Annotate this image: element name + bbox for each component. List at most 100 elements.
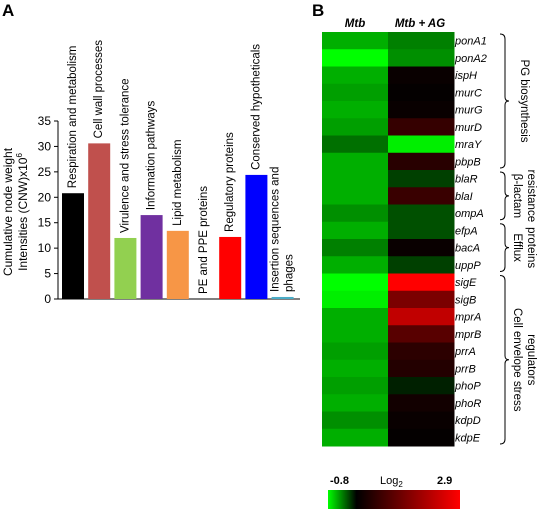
scale-title: Log2 [380,475,403,489]
column-headers: Mtb Mtb + AG [345,18,445,30]
heatmap-cell [322,204,389,223]
y-tick-label: 25 [38,165,52,179]
category-label: Virulence and stress tolerance [119,78,131,233]
group-label-line: Efflux [511,233,523,262]
heatmap-cell [388,377,455,395]
heatmap-cell [322,359,389,378]
group-bracket [499,223,510,272]
heatmap-cell [322,83,389,102]
category-label: Regulatory proteins [224,132,236,232]
bar [219,236,242,299]
group-bracket [499,33,510,169]
heatmap-cell [388,239,455,257]
heatmap-cells [322,32,455,447]
heatmap-cell [322,49,389,67]
column-header: Mtb + AG [395,18,445,30]
heatmap-cell [322,152,389,171]
category-label-line: phages [284,254,296,292]
gene-labels: ponA1 ponA2 ispH murC murG murD mraY pbpB blaR bl… [454,36,487,445]
heatmap-cell [322,325,389,343]
gene-label: pbpB [454,156,481,168]
gene-label: uppP [455,260,481,272]
gene-label: murG [455,105,483,117]
scale-min-label: -0.8 [330,475,349,487]
heatmap-cell [388,221,455,240]
category-label-line: Virulence and stress tolerance [119,78,131,233]
heatmap-cell [388,290,455,309]
y-tick-label: 20 [38,190,52,204]
heatmap-cell [388,187,455,205]
category-label-line: Insertion sequences and [270,167,282,292]
bar [166,230,189,299]
category-label: Conserved hypotheticals [250,44,262,170]
y-tick-label: 0 [44,292,51,306]
heatmap-cell [388,32,455,50]
heatmap-cell [388,325,455,343]
group-label-line: proteins [525,227,537,268]
panel-a: A 0 5 10 15 20 25 30 35 Respiration and metabol… [1,1,300,306]
heatmap-cell [322,342,389,361]
category-label-line: PE and PPE proteins [198,186,210,294]
heatmap-cell [388,118,455,136]
group-bracket [499,171,510,221]
category-label-line: Regulatory proteins [224,132,236,232]
gene-label: murD [455,122,482,134]
heatmap-cell [322,239,389,257]
category-label: Lipid metabolism [172,140,184,226]
gene-label: prrB [454,363,476,375]
heatmap-cell [322,170,389,188]
heatmap-cell [388,308,455,326]
category-label: Cell wall processes [93,40,105,139]
gene-label: prrA [454,346,476,358]
heatmap-cell [388,101,455,119]
group-label-line: Cell envelope stress [511,308,523,412]
gene-label: mprA [455,312,481,324]
heatmap-cell [388,83,455,102]
gene-label: murC [455,87,482,99]
y-tick-label: 15 [38,216,52,230]
category-label-line: Lipid metabolism [172,140,184,226]
group-bracket [499,275,510,445]
heatmap-cell [388,152,455,171]
y-axis-label-line2: Intensities (CNW)x106 [15,153,30,271]
y-tick-label: 10 [38,241,52,255]
y-axis-label-line1: Cumulative node weight [1,147,15,276]
panel-label-b: B [312,1,324,20]
bars [62,143,294,299]
heatmap-cell [322,32,389,50]
group-label: Efflux proteins [511,227,537,268]
heatmap-cell [322,256,389,274]
category-labels: Respiration and metabolism Cell wall proc… [67,40,296,294]
heatmap-cell [322,290,389,309]
group-label: β-lactam resistance [511,170,537,222]
panel-b: B Mtb Mtb + AG ponA1 ponA2 ispH murC murG murD… [312,1,537,509]
gene-label: ponA1 [454,36,487,48]
bar [88,143,111,299]
category-label-line: Respiration and metabolism [67,46,79,189]
heatmap-cell [322,187,389,205]
heatmap-cell [322,135,389,154]
group-label-line: resistance [525,170,537,222]
heatmap-cell [388,273,455,292]
y-axis-label-line2-text: Intensities (CNW)x10 [16,157,30,271]
gene-label: blaI [455,191,473,203]
scale-max-label: 2.9 [437,475,452,487]
heatmap-cell [388,256,455,274]
group-label: PG biosynthesis [518,59,530,142]
heatmap-cell [388,49,455,67]
category-label: Insertion sequences and phages [270,167,296,292]
gene-label: mprB [455,329,481,341]
category-label-line: Conserved hypotheticals [250,44,262,170]
gene-label: ompA [455,208,484,220]
heatmap-cell [322,428,389,447]
gene-label: phoP [454,381,481,393]
heatmap-cell [322,221,389,240]
gene-label: sigB [455,294,476,306]
category-label: Respiration and metabolism [67,46,79,189]
heatmap-cell [322,66,389,85]
group-label: Cell envelope stress regulators [511,308,537,412]
bar [62,193,84,299]
heatmap-cell [388,170,455,188]
bar [271,296,294,299]
group-label-line: β-lactam [511,174,523,218]
